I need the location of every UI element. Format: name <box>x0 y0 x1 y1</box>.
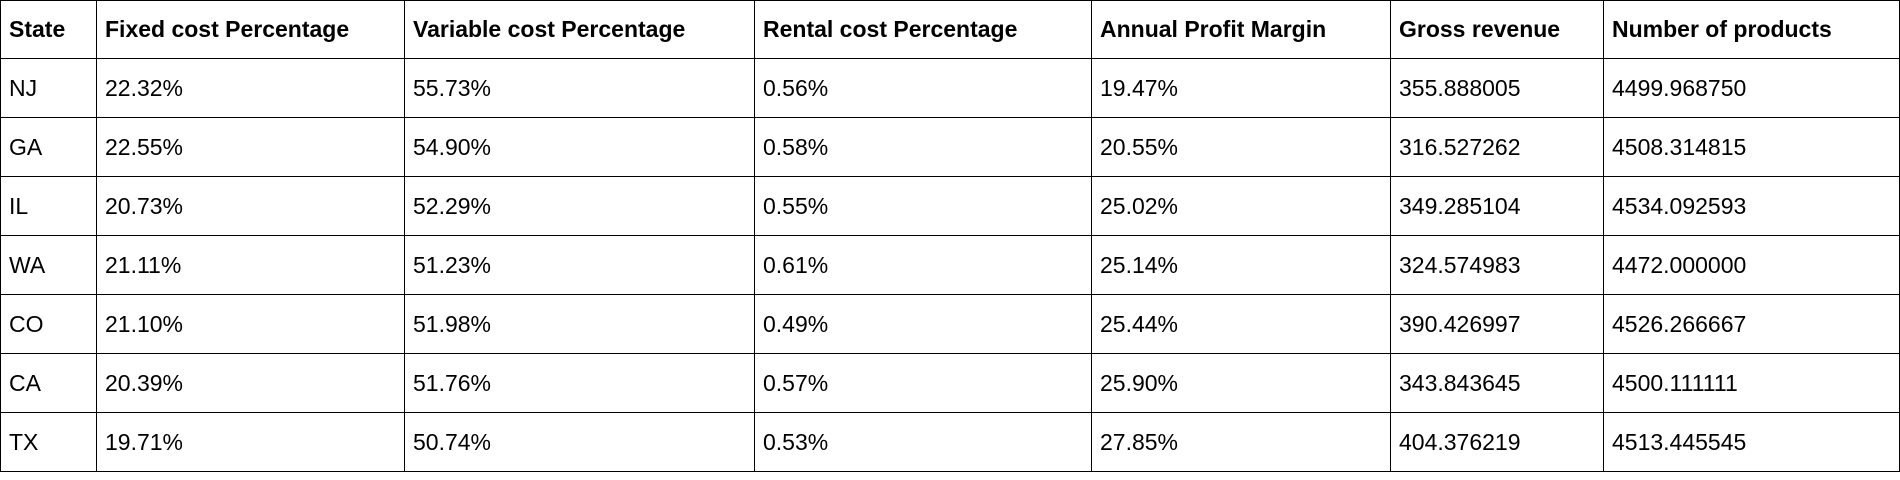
cell-annual-profit-margin: 25.44% <box>1091 294 1391 354</box>
table-row: TX 19.71% 50.74% 0.53% 27.85% 404.376219… <box>0 412 1900 472</box>
cell-variable-cost: 51.23% <box>404 235 755 295</box>
table-row: CA 20.39% 51.76% 0.57% 25.90% 343.843645… <box>0 353 1900 413</box>
cell-annual-profit-margin: 19.47% <box>1091 58 1391 118</box>
cell-fixed-cost: 20.73% <box>96 176 405 236</box>
cell-annual-profit-margin: 25.14% <box>1091 235 1391 295</box>
cell-variable-cost: 51.76% <box>404 353 755 413</box>
cell-variable-cost: 55.73% <box>404 58 755 118</box>
cell-rental-cost: 0.57% <box>754 353 1092 413</box>
cell-gross-revenue: 316.527262 <box>1390 117 1604 177</box>
header-number-of-products: Number of products <box>1603 0 1900 59</box>
cell-annual-profit-margin: 20.55% <box>1091 117 1391 177</box>
cell-rental-cost: 0.49% <box>754 294 1092 354</box>
cell-state: IL <box>0 176 97 236</box>
cell-rental-cost: 0.56% <box>754 58 1092 118</box>
cell-fixed-cost: 19.71% <box>96 412 405 472</box>
cell-variable-cost: 52.29% <box>404 176 755 236</box>
cell-rental-cost: 0.55% <box>754 176 1092 236</box>
table-row: CO 21.10% 51.98% 0.49% 25.44% 390.426997… <box>0 294 1900 354</box>
cell-state: NJ <box>0 58 97 118</box>
cell-fixed-cost: 21.10% <box>96 294 405 354</box>
cell-variable-cost: 50.74% <box>404 412 755 472</box>
cell-fixed-cost: 21.11% <box>96 235 405 295</box>
cell-number-of-products: 4526.266667 <box>1603 294 1900 354</box>
cell-fixed-cost: 20.39% <box>96 353 405 413</box>
cell-fixed-cost: 22.32% <box>96 58 405 118</box>
cell-gross-revenue: 349.285104 <box>1390 176 1604 236</box>
header-gross-revenue: Gross revenue <box>1390 0 1604 59</box>
table-row: NJ 22.32% 55.73% 0.56% 19.47% 355.888005… <box>0 58 1900 118</box>
cell-gross-revenue: 390.426997 <box>1390 294 1604 354</box>
cell-annual-profit-margin: 25.90% <box>1091 353 1391 413</box>
cell-annual-profit-margin: 27.85% <box>1091 412 1391 472</box>
cell-annual-profit-margin: 25.02% <box>1091 176 1391 236</box>
header-annual-profit-margin: Annual Profit Margin <box>1091 0 1391 59</box>
header-row: State Fixed cost Percentage Variable cos… <box>0 0 1900 59</box>
cell-state: GA <box>0 117 97 177</box>
header-state: State <box>0 0 97 59</box>
cell-number-of-products: 4534.092593 <box>1603 176 1900 236</box>
cell-state: CO <box>0 294 97 354</box>
cell-variable-cost: 51.98% <box>404 294 755 354</box>
cell-number-of-products: 4508.314815 <box>1603 117 1900 177</box>
cell-variable-cost: 54.90% <box>404 117 755 177</box>
cell-state: CA <box>0 353 97 413</box>
cell-gross-revenue: 355.888005 <box>1390 58 1604 118</box>
header-rental-cost: Rental cost Percentage <box>754 0 1092 59</box>
cell-rental-cost: 0.53% <box>754 412 1092 472</box>
cell-rental-cost: 0.58% <box>754 117 1092 177</box>
cell-gross-revenue: 404.376219 <box>1390 412 1604 472</box>
cell-gross-revenue: 343.843645 <box>1390 353 1604 413</box>
cell-rental-cost: 0.61% <box>754 235 1092 295</box>
cell-state: WA <box>0 235 97 295</box>
cell-number-of-products: 4500.111111 <box>1603 353 1900 413</box>
cell-state: TX <box>0 412 97 472</box>
table-row: WA 21.11% 51.23% 0.61% 25.14% 324.574983… <box>0 235 1900 295</box>
cell-gross-revenue: 324.574983 <box>1390 235 1604 295</box>
table-row: IL 20.73% 52.29% 0.55% 25.02% 349.285104… <box>0 176 1900 236</box>
cell-number-of-products: 4513.445545 <box>1603 412 1900 472</box>
table-row: GA 22.55% 54.90% 0.58% 20.55% 316.527262… <box>0 117 1900 177</box>
header-variable-cost: Variable cost Percentage <box>404 0 755 59</box>
header-fixed-cost: Fixed cost Percentage <box>96 0 405 59</box>
cell-fixed-cost: 22.55% <box>96 117 405 177</box>
cell-number-of-products: 4472.000000 <box>1603 235 1900 295</box>
cell-number-of-products: 4499.968750 <box>1603 58 1900 118</box>
